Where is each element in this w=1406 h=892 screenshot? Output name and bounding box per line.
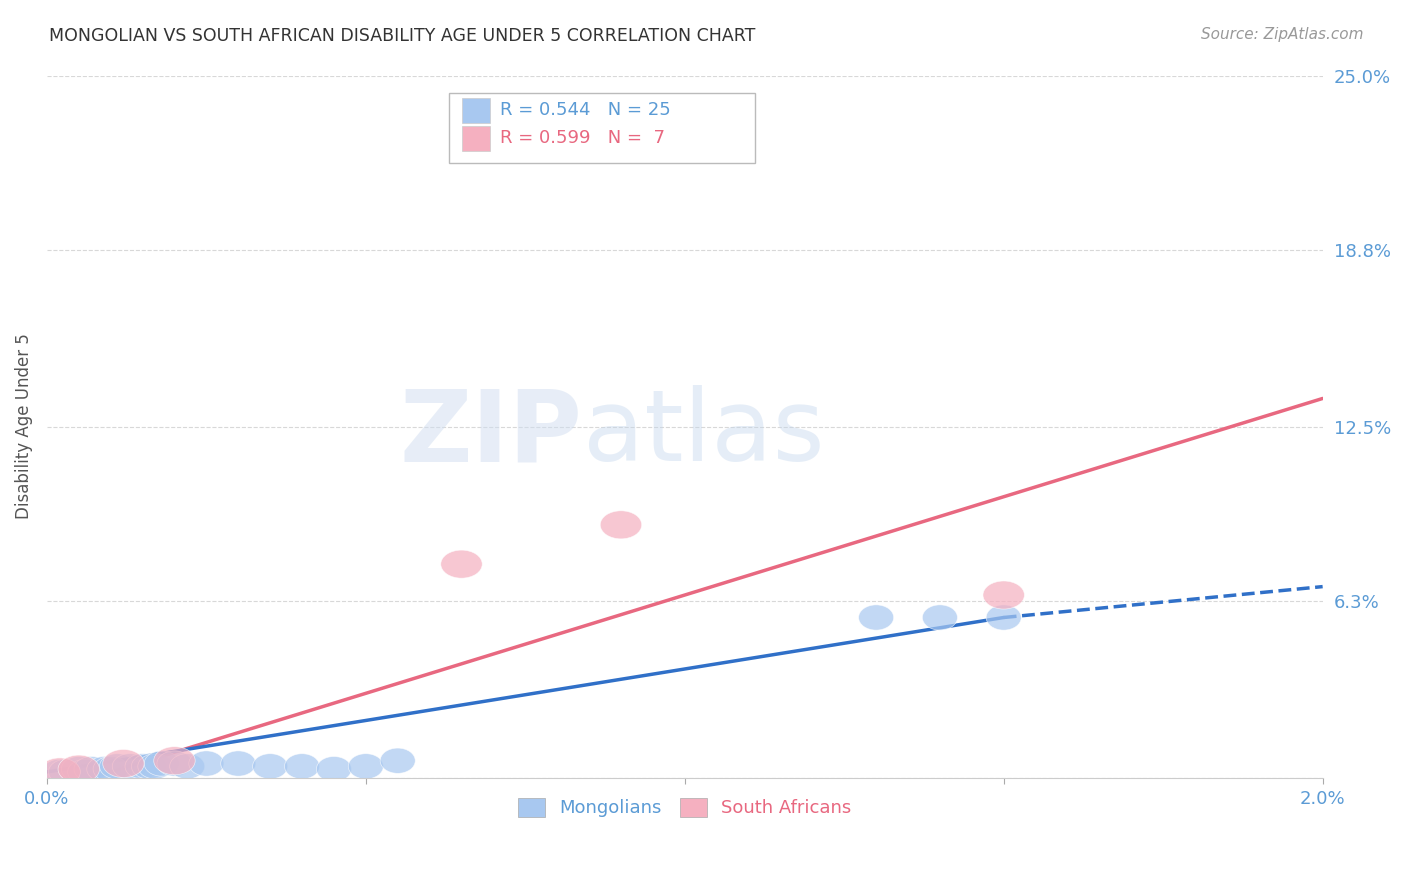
Legend: Mongolians, South Africans: Mongolians, South Africans <box>510 791 859 825</box>
Text: ZIP: ZIP <box>399 385 582 482</box>
Ellipse shape <box>145 751 179 776</box>
Ellipse shape <box>157 751 193 776</box>
Ellipse shape <box>153 747 195 775</box>
Ellipse shape <box>87 756 122 781</box>
Ellipse shape <box>380 748 415 773</box>
Ellipse shape <box>600 511 641 539</box>
Ellipse shape <box>93 756 128 781</box>
Ellipse shape <box>100 754 135 779</box>
FancyBboxPatch shape <box>449 93 755 163</box>
Ellipse shape <box>188 751 224 776</box>
Ellipse shape <box>58 756 100 783</box>
Text: MONGOLIAN VS SOUTH AFRICAN DISABILITY AGE UNDER 5 CORRELATION CHART: MONGOLIAN VS SOUTH AFRICAN DISABILITY AG… <box>49 27 755 45</box>
Ellipse shape <box>103 749 145 778</box>
Ellipse shape <box>440 550 482 578</box>
Ellipse shape <box>253 754 288 779</box>
Ellipse shape <box>170 754 205 779</box>
Ellipse shape <box>138 754 173 779</box>
Ellipse shape <box>284 754 319 779</box>
Ellipse shape <box>112 754 148 779</box>
Ellipse shape <box>131 754 166 779</box>
FancyBboxPatch shape <box>461 126 489 151</box>
Text: Source: ZipAtlas.com: Source: ZipAtlas.com <box>1201 27 1364 42</box>
Ellipse shape <box>221 751 256 776</box>
Ellipse shape <box>125 754 160 779</box>
Text: atlas: atlas <box>582 385 824 482</box>
Text: R = 0.599   N =  7: R = 0.599 N = 7 <box>499 129 665 147</box>
Y-axis label: Disability Age Under 5: Disability Age Under 5 <box>15 334 32 519</box>
Ellipse shape <box>859 605 894 630</box>
Ellipse shape <box>67 759 103 785</box>
Ellipse shape <box>75 756 110 781</box>
Ellipse shape <box>349 754 384 779</box>
Ellipse shape <box>42 759 77 785</box>
Ellipse shape <box>48 759 83 785</box>
Ellipse shape <box>986 605 1021 630</box>
Ellipse shape <box>983 581 1025 609</box>
Ellipse shape <box>62 756 97 781</box>
Ellipse shape <box>39 758 80 786</box>
FancyBboxPatch shape <box>461 98 489 122</box>
Ellipse shape <box>316 756 352 781</box>
Ellipse shape <box>922 605 957 630</box>
Text: R = 0.544   N = 25: R = 0.544 N = 25 <box>499 102 671 120</box>
